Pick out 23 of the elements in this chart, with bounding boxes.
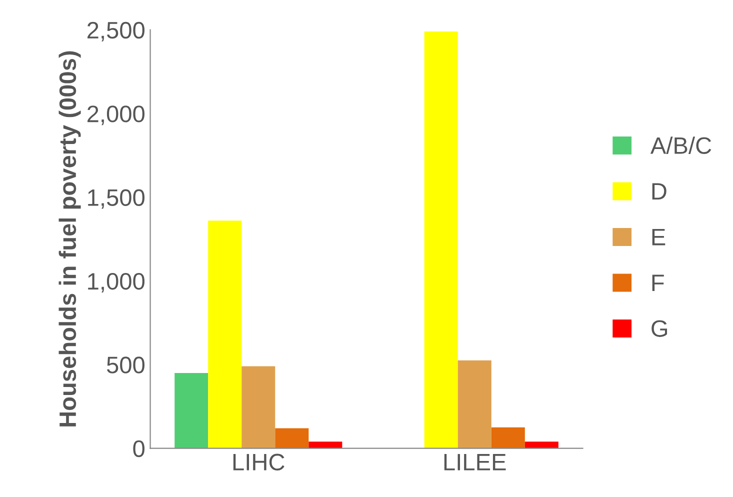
x-tick-label: LILEE [444,454,506,470]
bar [275,428,309,448]
bar [174,372,208,448]
bar [491,427,525,448]
bar [424,31,458,448]
legend-label: D [652,183,666,200]
y-axis-title: Households in fuel poverty (000s) [58,51,81,426]
legend-label: A/B/C [650,136,712,154]
x-tick-label: LIHC [233,454,284,470]
bar [458,360,492,448]
y-tick-label: 0 [133,440,144,458]
y-tick-label: 1,000 [88,272,144,292]
bar [208,220,242,448]
y-tick-label: 2,000 [88,106,144,126]
bar [308,442,342,448]
bar [524,442,558,448]
legend-label: G [652,320,668,337]
y-tick-label: 2,500 [88,22,144,42]
legend-label: E [652,228,666,246]
legend-label: F [652,274,664,291]
y-tick-label: 500 [106,356,144,374]
y-tick-label: 1,500 [88,189,144,209]
bar [242,366,276,448]
